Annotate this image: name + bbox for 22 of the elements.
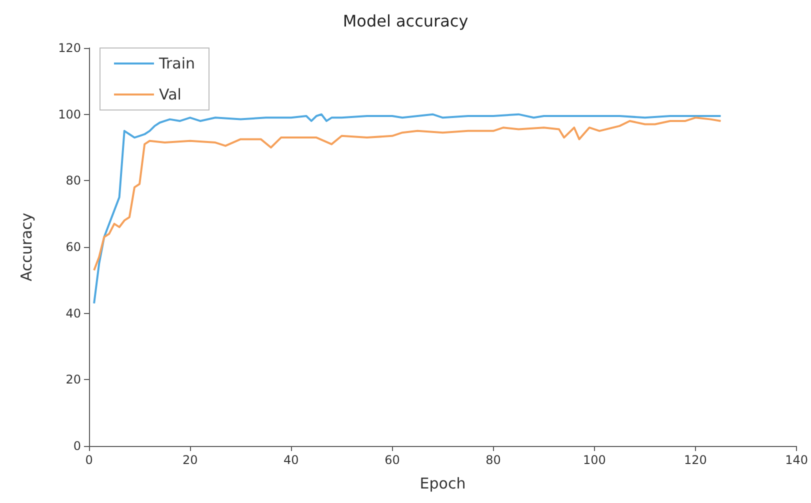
y-tick-label: 20 (66, 372, 81, 387)
x-tick-label: 100 (582, 453, 606, 467)
y-tick-label: 0 (73, 439, 81, 453)
y-tick-label: 60 (66, 240, 81, 254)
y-tick-label: 80 (66, 174, 81, 188)
line-series (93, 113, 722, 304)
x-tick-label: 140 (785, 453, 808, 467)
y-tick-label: 100 (58, 107, 81, 122)
chart-title: Model accuracy (342, 12, 468, 30)
x-tick-label: 60 (384, 453, 400, 467)
x-tick-label: 120 (684, 453, 707, 467)
y-tick-label: 120 (58, 41, 81, 55)
legend-label: Train (158, 54, 195, 72)
x-tick-label: 40 (284, 453, 299, 467)
x-axis-title: Epoch (420, 474, 466, 492)
x-tick-label: 20 (182, 453, 198, 467)
line-series (93, 116, 722, 272)
x-tick-label: 80 (486, 453, 501, 467)
y-axis-title: Accuracy (18, 212, 36, 282)
y-tick-label: 40 (66, 306, 81, 320)
x-tick-label: 0 (85, 453, 93, 467)
legend-label: Val (159, 86, 182, 104)
